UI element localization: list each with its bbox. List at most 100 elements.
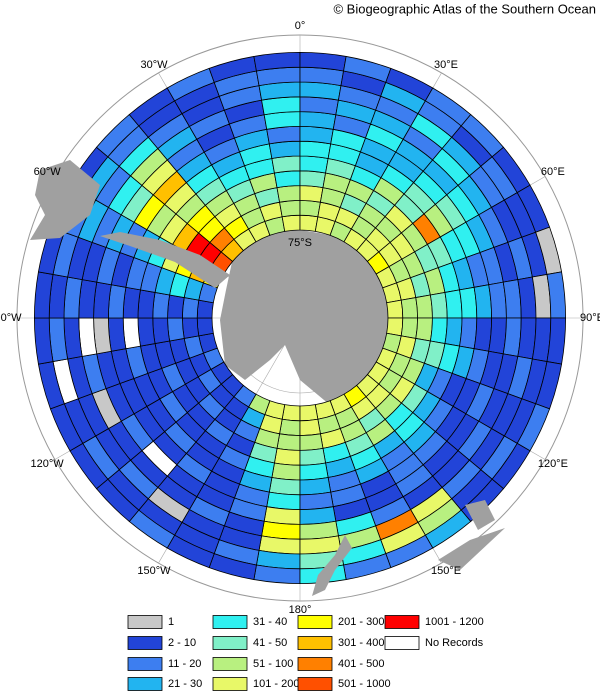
legend-label: 301 - 400 — [338, 637, 384, 649]
meridian-label: 90°E — [580, 312, 600, 324]
legend-label: 1 — [168, 616, 174, 628]
grid-cell — [281, 214, 301, 232]
grid-cell — [429, 291, 448, 319]
grid-cell — [281, 404, 301, 422]
map-labels: 0° 30°E 60°E 90°E 120°E 150°E 180° 150°W 120°W 90… — [0, 20, 600, 616]
grid-cell — [429, 317, 448, 345]
grid-cell — [137, 289, 156, 319]
meridian-label: 120°E — [538, 458, 568, 470]
legend-swatch — [212, 677, 248, 691]
grid-cell — [299, 155, 329, 174]
grid-cell — [122, 317, 141, 350]
grid-cell — [271, 462, 301, 481]
antarctica — [220, 228, 410, 405]
grid-cell — [266, 125, 301, 145]
grid-cell — [299, 199, 321, 218]
meridian-label: 30°W — [140, 59, 168, 71]
grid-cell — [273, 170, 301, 189]
legend-label: 2 - 10 — [168, 637, 196, 649]
legend-label: 41 - 50 — [253, 637, 287, 649]
legend-swatch — [212, 615, 248, 629]
grid-cell — [299, 214, 319, 232]
australia — [438, 528, 505, 570]
legend-swatch — [297, 636, 333, 650]
legend-swatch — [297, 657, 333, 671]
grid-cell — [386, 317, 404, 337]
legend-swatch — [212, 657, 248, 671]
legend-label: No Records — [425, 637, 484, 649]
meridian-label: 150°E — [431, 565, 461, 577]
grid-cell — [268, 477, 301, 496]
south-america — [30, 160, 100, 240]
grid-cell — [444, 289, 463, 319]
grid-cell — [273, 447, 301, 466]
grid-cell — [299, 170, 327, 189]
legend-label: 201 - 300 — [338, 616, 384, 628]
legend-label: 501 - 1000 — [338, 678, 391, 690]
grid-cell — [400, 297, 419, 319]
meridian-label: 180° — [289, 604, 312, 616]
grid-cell — [152, 317, 171, 345]
meridian-label: 60°E — [541, 166, 565, 178]
grid-cell — [167, 294, 185, 319]
legend-swatch — [212, 636, 248, 650]
grid-cell — [137, 317, 156, 347]
meridian-label: 150°W — [137, 565, 171, 577]
legend-swatch — [127, 677, 163, 691]
grid-cell — [299, 447, 327, 466]
meridian-label: 0° — [295, 20, 306, 32]
legend-label: 1001 - 1200 — [425, 616, 484, 628]
grid-cell — [268, 140, 301, 159]
grid-cell — [415, 317, 433, 342]
meridian-label: 30°E — [434, 59, 458, 71]
grid-cell — [181, 297, 200, 319]
grid-cell — [167, 317, 185, 342]
meridian-label: 90°W — [0, 312, 22, 324]
legend-swatch — [127, 615, 163, 629]
grid-cell — [271, 155, 301, 174]
new-zealand — [312, 535, 352, 596]
grid-cell — [299, 404, 319, 422]
grid-cell — [459, 286, 478, 319]
grid-cell — [473, 317, 493, 352]
legend-label: 101 - 200 — [253, 678, 299, 690]
grid-cell — [459, 317, 478, 350]
legend-label: 51 - 100 — [253, 658, 293, 670]
legend-swatch — [384, 615, 420, 629]
antarctic-peninsula — [100, 232, 230, 288]
grid-cell — [299, 462, 329, 481]
legend-swatch — [297, 677, 333, 691]
legend: 1 2 - 10 11 - 20 21 - 30 31 - 40 41 - 50 51 - … — [127, 615, 484, 691]
grid-cell — [299, 491, 334, 511]
grid-cell — [400, 317, 419, 339]
grid-cell — [276, 185, 301, 203]
meridian-label: 120°W — [31, 458, 65, 470]
grid-cell — [196, 299, 214, 319]
grid-cell — [107, 284, 127, 319]
grid-cell — [122, 286, 141, 319]
tasmania — [465, 500, 495, 530]
grid-cell — [299, 433, 324, 451]
meridian-label: 60°W — [34, 166, 62, 178]
grid-cell — [415, 294, 433, 319]
legend-swatch — [384, 636, 420, 650]
grid-cell — [196, 317, 214, 337]
grid-cell — [279, 199, 301, 218]
grid-cell — [279, 418, 301, 437]
copyright: © Biogeographic Atlas of the Southern Oc… — [333, 1, 596, 16]
grid-cell — [299, 140, 332, 159]
legend-swatch — [127, 657, 163, 671]
latitude-label: 75°S — [288, 237, 312, 249]
legend-swatch — [127, 636, 163, 650]
grid-cell — [276, 433, 301, 451]
grid-cell — [299, 418, 321, 437]
grid-cell — [473, 284, 493, 319]
legend-label: 21 - 30 — [168, 678, 202, 690]
legend-label: 31 - 40 — [253, 616, 287, 628]
grid-cell — [181, 317, 200, 339]
legend-label: 11 - 20 — [168, 658, 201, 670]
grid-cell — [152, 291, 171, 319]
grid-cell — [266, 491, 301, 511]
legend-label: 401 - 500 — [338, 658, 384, 670]
